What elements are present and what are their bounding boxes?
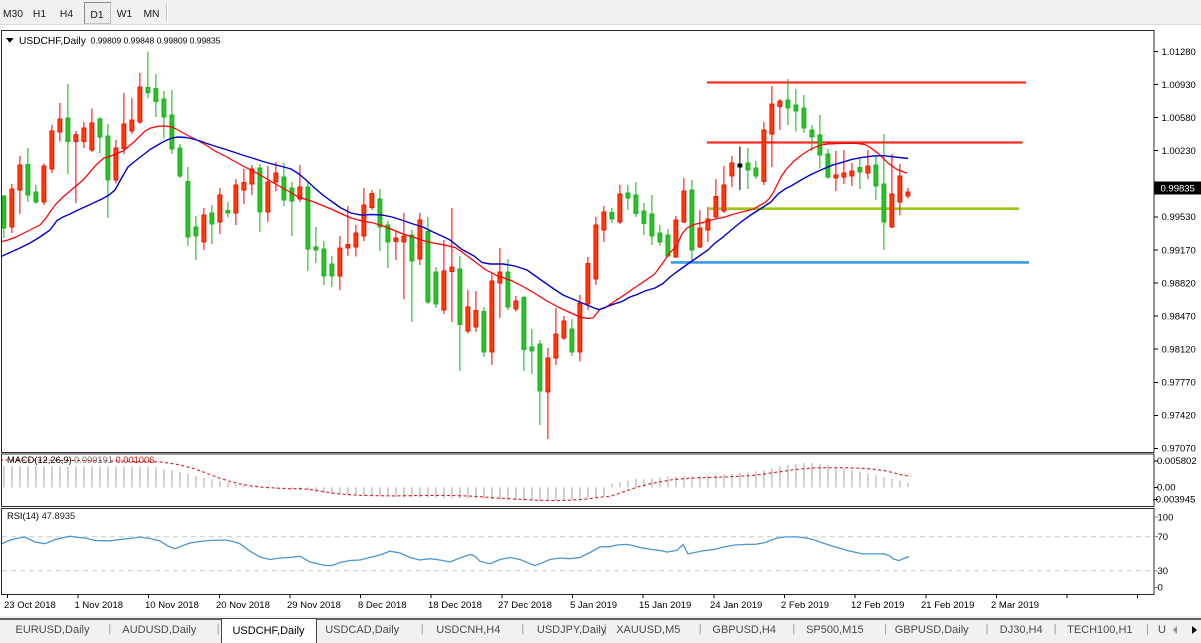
svg-text:0.00: 0.00: [1157, 483, 1176, 494]
svg-text:MACD(12,26,9) 0.000191 0.00100: MACD(12,26,9) 0.000191 0.001006: [7, 455, 154, 465]
svg-text:0: 0: [1158, 583, 1163, 594]
svg-text:2 Feb 2019: 2 Feb 2019: [781, 600, 829, 611]
svg-text:30: 30: [1158, 566, 1169, 577]
svg-text:0.98470: 0.98470: [1162, 311, 1196, 322]
svg-text:1.00230: 1.00230: [1162, 146, 1196, 157]
svg-text:RSI(14) 47.8935: RSI(14) 47.8935: [7, 511, 75, 521]
svg-text:27 Dec 2018: 27 Dec 2018: [498, 600, 552, 611]
svg-text:8 Dec 2018: 8 Dec 2018: [358, 600, 407, 611]
svg-text:0.99835: 0.99835: [1161, 183, 1195, 194]
svg-text:5 Jan 2019: 5 Jan 2019: [570, 600, 617, 611]
svg-text:100: 100: [1158, 512, 1174, 523]
svg-text:1.01280: 1.01280: [1162, 47, 1196, 58]
svg-text:0.99170: 0.99170: [1162, 245, 1196, 256]
svg-text:2 Mar 2019: 2 Mar 2019: [991, 600, 1039, 611]
svg-text:20 Nov 2018: 20 Nov 2018: [216, 600, 270, 611]
svg-text:29 Nov 2018: 29 Nov 2018: [287, 600, 341, 611]
svg-text:0.98120: 0.98120: [1162, 345, 1196, 356]
svg-text:1 Nov 2018: 1 Nov 2018: [75, 600, 124, 611]
svg-text:-0.003945: -0.003945: [1153, 495, 1196, 506]
svg-text:0.97420: 0.97420: [1162, 411, 1196, 422]
svg-text:0.97070: 0.97070: [1162, 444, 1196, 455]
svg-text:USDCHF,Daily: USDCHF,Daily: [19, 36, 87, 47]
svg-text:12 Feb 2019: 12 Feb 2019: [851, 600, 904, 611]
svg-text:21 Feb 2019: 21 Feb 2019: [921, 600, 974, 611]
svg-text:1.00580: 1.00580: [1162, 113, 1196, 124]
svg-text:15 Jan 2019: 15 Jan 2019: [639, 600, 691, 611]
svg-text:0.99530: 0.99530: [1162, 212, 1196, 223]
svg-text:0.98820: 0.98820: [1162, 278, 1196, 289]
svg-text:70: 70: [1158, 532, 1169, 543]
svg-text:0.97770: 0.97770: [1162, 378, 1196, 389]
svg-text:18 Dec 2018: 18 Dec 2018: [428, 600, 482, 611]
svg-text:23 Oct 2018: 23 Oct 2018: [4, 600, 56, 611]
svg-text:0.99809 0.99848 0.99809 0.9983: 0.99809 0.99848 0.99809 0.99835: [91, 36, 221, 46]
svg-text:10 Nov 2018: 10 Nov 2018: [145, 600, 199, 611]
svg-text:0.005802: 0.005802: [1157, 456, 1197, 467]
svg-text:1.00930: 1.00930: [1162, 80, 1196, 91]
svg-text:24 Jan 2019: 24 Jan 2019: [710, 600, 762, 611]
